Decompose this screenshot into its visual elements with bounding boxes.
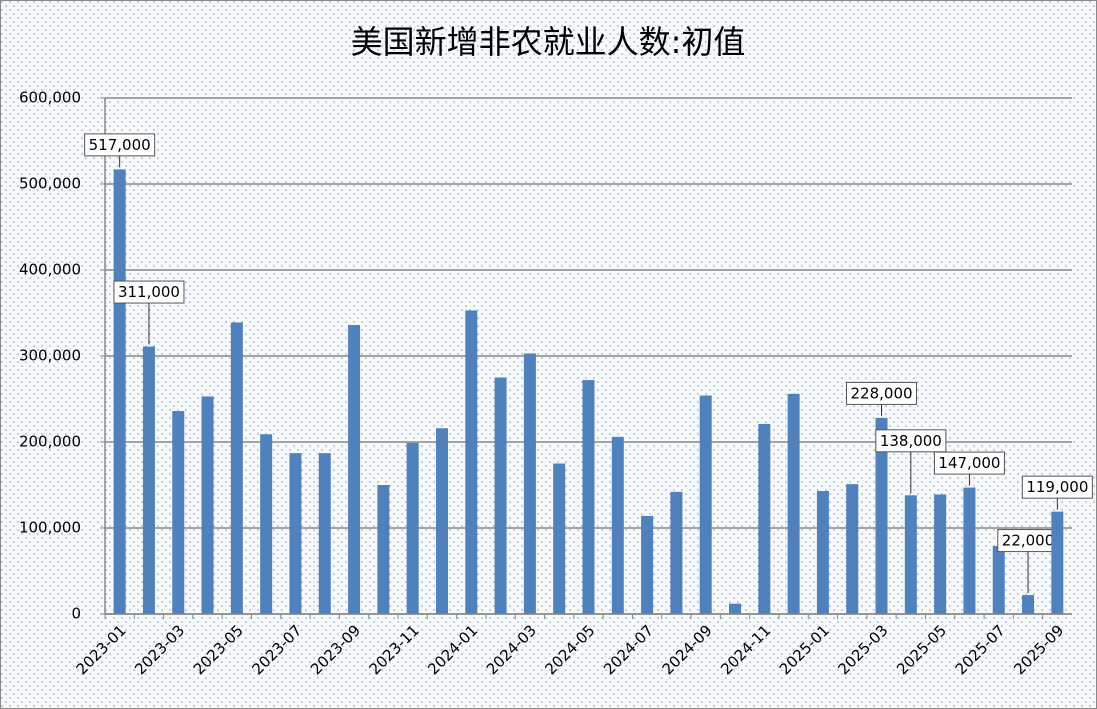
bar xyxy=(465,310,478,614)
bar xyxy=(963,487,976,614)
bar xyxy=(1051,511,1064,614)
bar xyxy=(201,396,214,614)
bar xyxy=(494,377,507,614)
y-tick-label: 600,000 xyxy=(19,89,81,107)
y-tick-label: 300,000 xyxy=(19,347,81,365)
bar xyxy=(992,546,1005,614)
value-label: 228,000 xyxy=(851,384,913,402)
bar xyxy=(113,169,126,614)
value-label: 119,000 xyxy=(1026,478,1088,496)
bar xyxy=(142,346,155,614)
bar xyxy=(934,494,947,614)
bar xyxy=(289,453,302,614)
bar xyxy=(846,484,859,614)
value-label: 138,000 xyxy=(880,432,942,450)
bar xyxy=(230,322,243,614)
bar xyxy=(523,353,536,614)
bar xyxy=(904,495,917,614)
bar xyxy=(758,423,771,614)
bar xyxy=(787,393,800,614)
bar xyxy=(670,491,683,614)
bar xyxy=(699,395,712,614)
bar xyxy=(377,485,390,614)
bar xyxy=(641,515,654,614)
chart-title: 美国新增非农就业人数:初值 xyxy=(351,23,746,61)
bar xyxy=(553,463,566,614)
bar xyxy=(260,434,273,614)
bar xyxy=(172,411,185,614)
bar xyxy=(729,603,742,614)
bar xyxy=(348,325,361,614)
value-label: 22,000 xyxy=(1002,532,1055,550)
value-label: 517,000 xyxy=(89,136,151,154)
y-tick-label: 500,000 xyxy=(19,175,81,193)
bar xyxy=(318,453,331,614)
bar xyxy=(1022,595,1035,614)
bar xyxy=(582,380,595,614)
value-label: 311,000 xyxy=(118,283,180,301)
bar xyxy=(406,442,419,614)
y-tick-label: 400,000 xyxy=(19,261,81,279)
y-tick-label: 200,000 xyxy=(19,433,81,451)
value-label: 147,000 xyxy=(938,454,1000,472)
bar xyxy=(875,417,888,614)
bar xyxy=(611,436,624,614)
y-tick-label: 100,000 xyxy=(19,519,81,537)
y-tick-label: 0 xyxy=(71,605,81,623)
bar xyxy=(816,491,829,614)
bar xyxy=(435,428,448,614)
